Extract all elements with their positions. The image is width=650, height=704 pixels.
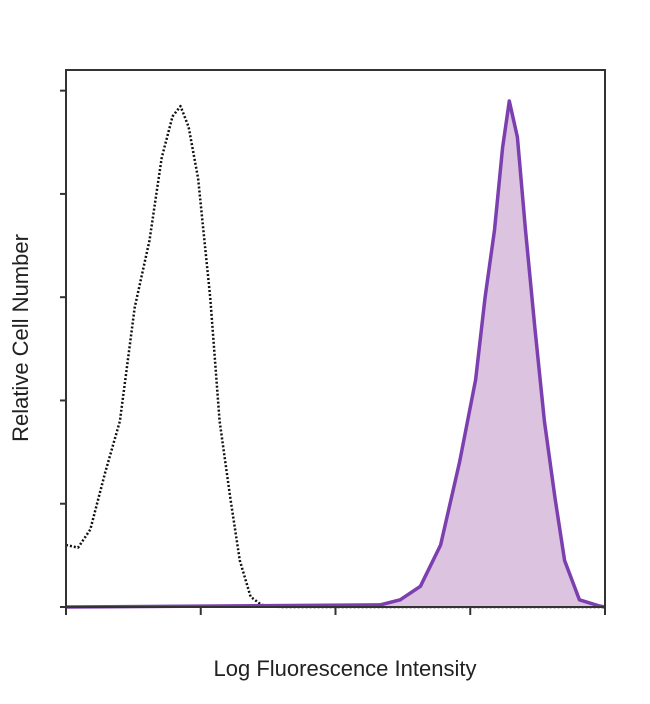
histogram-line — [65, 104, 605, 609]
x-axis-title: Log Fluorescence Intensity — [214, 656, 477, 681]
y-axis-title: Relative Cell Number — [8, 234, 33, 442]
histogram-area — [65, 99, 606, 609]
